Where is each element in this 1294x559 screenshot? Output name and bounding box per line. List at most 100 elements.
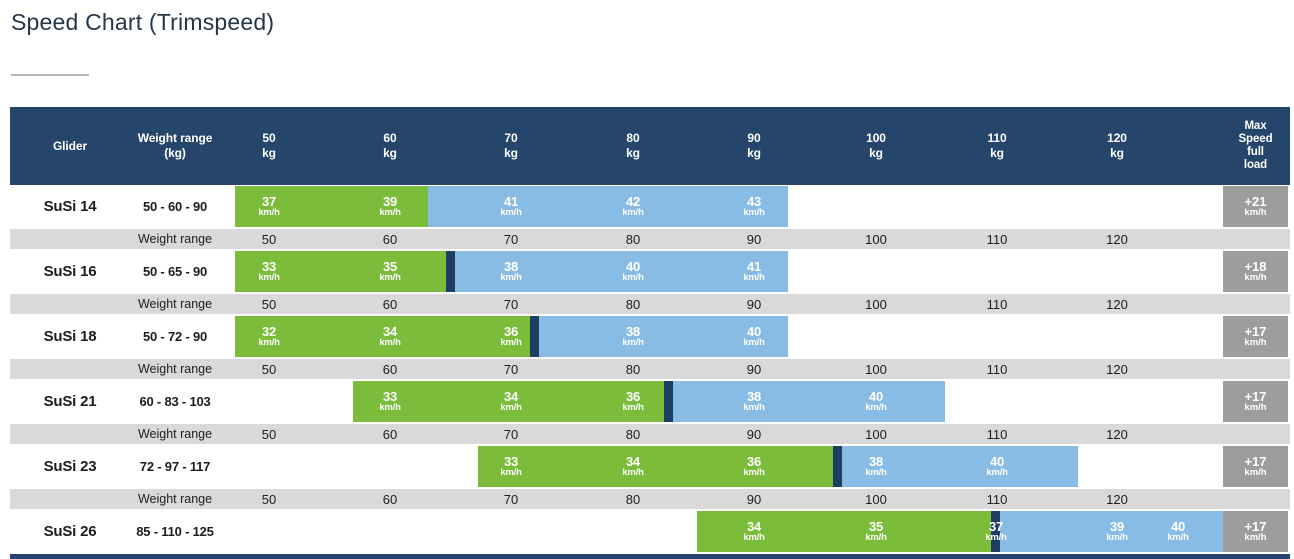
speed-label: 32 km/h	[229, 316, 309, 357]
trim-bar-blue	[428, 186, 788, 227]
weight-scale-label: Weight range	[137, 492, 213, 506]
weight-scale-value-90: 90	[746, 491, 762, 507]
header-weight-col-90: 90 kg	[747, 131, 761, 160]
speed-label-value: 33	[261, 259, 277, 274]
speed-label-unit: km/h	[1106, 532, 1128, 543]
speed-label-unit: km/h	[500, 207, 522, 218]
speed-table: Glider Weight range (kg) 50 kg 60 kg 70 kg 80…	[10, 107, 1290, 559]
header-weight-col-50: 50 kg	[262, 131, 276, 160]
speed-label-unit: km/h	[622, 467, 644, 478]
weight-scale-value-80: 80	[625, 361, 641, 377]
weight-range-value: 50 - 72 - 90	[142, 329, 208, 344]
header-weight-range: Weight range (kg)	[137, 131, 213, 160]
speed-label: 40 km/h	[957, 446, 1037, 487]
glider-name: SuSi 21	[43, 393, 97, 410]
max-speed-unit: km/h	[1244, 402, 1267, 413]
header-weight-col-60: 60 kg	[383, 131, 397, 160]
weight-scale-value-100: 100	[865, 426, 887, 442]
speed-label: 39 km/h	[1077, 511, 1157, 552]
speed-label: 38 km/h	[714, 381, 794, 422]
speed-label-unit: km/h	[1167, 532, 1189, 543]
weight-scale-value-50: 50	[261, 361, 277, 377]
trim-bar-blue	[1000, 511, 1223, 552]
weight-scale-value-70: 70	[503, 491, 519, 507]
weight-scale-row: Weight range 50 60 70 80 90 100 110 120	[10, 359, 1290, 379]
speed-label: 37 km/h	[956, 511, 1036, 552]
weight-scale-value-100: 100	[865, 491, 887, 507]
speed-label: 38 km/h	[593, 316, 673, 357]
weight-scale-value-120: 120	[1106, 296, 1128, 312]
glider-row-susi-16: SuSi 16 50 - 65 - 90 33 km/h 35 km/h 38 km/h 40 k…	[10, 251, 1290, 292]
weight-scale-value-80: 80	[625, 426, 641, 442]
max-speed-cell: +17 km/h	[1223, 381, 1288, 422]
weight-scale-value-110: 110	[986, 361, 1008, 377]
page-title: Speed Chart (Trimspeed)	[11, 9, 275, 35]
speed-label: 41 km/h	[714, 251, 794, 292]
glider-row-susi-18: SuSi 18 50 - 72 - 90 32 km/h 34 km/h 36 km/h 38 k…	[10, 316, 1290, 357]
trim-bar-green	[235, 251, 446, 292]
speed-label-unit: km/h	[743, 532, 765, 543]
header-glider: Glider	[52, 138, 88, 153]
glider-name: SuSi 23	[43, 458, 97, 475]
speed-label-value: 40	[625, 259, 641, 274]
weight-scale-value-90: 90	[746, 296, 762, 312]
weight-scale-value-120: 120	[1106, 231, 1128, 247]
weight-scale-value-90: 90	[746, 231, 762, 247]
speed-label-unit: km/h	[743, 402, 765, 413]
speed-label: 38 km/h	[471, 251, 551, 292]
max-speed-value: +17	[1244, 389, 1267, 404]
speed-label-unit: km/h	[379, 272, 401, 283]
header-max-speed: Max Speed full load	[1238, 119, 1273, 172]
weight-scale-value-50: 50	[261, 426, 277, 442]
glider-name: SuSi 16	[43, 263, 97, 280]
speed-label-unit: km/h	[986, 467, 1008, 478]
weight-scale-value-60: 60	[382, 426, 398, 442]
weight-scale-value-50: 50	[261, 296, 277, 312]
weight-scale-value-120: 120	[1106, 491, 1128, 507]
speed-label-unit: km/h	[865, 402, 887, 413]
speed-label-value: 41	[746, 259, 762, 274]
speed-label: 41 km/h	[471, 186, 551, 227]
speed-label-unit: km/h	[258, 272, 280, 283]
speed-label: 34 km/h	[714, 511, 794, 552]
speed-label-value: 41	[503, 194, 519, 209]
speed-label-unit: km/h	[743, 467, 765, 478]
speed-label: 40 km/h	[1138, 511, 1218, 552]
weight-scale-value-110: 110	[986, 426, 1008, 442]
speed-label-value: 35	[382, 259, 398, 274]
weight-scale-row: Weight range 50 60 70 80 90 100 110 120	[10, 294, 1290, 314]
speed-label-value: 38	[625, 324, 641, 339]
trim-bar-green	[235, 186, 428, 227]
table-header: Glider Weight range (kg) 50 kg 60 kg 70 kg 80…	[10, 107, 1290, 185]
speed-label-value: 37	[988, 519, 1004, 534]
speed-label: 35 km/h	[836, 511, 916, 552]
glider-row-susi-23: SuSi 23 72 - 97 - 117 33 km/h 34 km/h 36 km/h 38…	[10, 446, 1290, 487]
trim-weight-divider	[530, 316, 539, 357]
weight-scale-row: Weight range 50 60 70 80 90 100 110 120	[10, 229, 1290, 249]
max-speed-value: +17	[1244, 519, 1267, 534]
speed-label-value: 35	[868, 519, 884, 534]
weight-range-value: 72 - 97 - 117	[139, 459, 211, 474]
weight-scale-label: Weight range	[137, 362, 213, 376]
header-weight-col-80: 80 kg	[626, 131, 640, 160]
max-speed-unit: km/h	[1244, 337, 1267, 348]
weight-scale-value-60: 60	[382, 361, 398, 377]
max-speed-unit: km/h	[1244, 272, 1267, 283]
glider-name: SuSi 14	[43, 198, 97, 215]
speed-label-unit: km/h	[500, 467, 522, 478]
speed-label-value: 40	[1170, 519, 1186, 534]
speed-label-unit: km/h	[743, 207, 765, 218]
trim-bar-green	[235, 316, 530, 357]
speed-label-unit: km/h	[379, 337, 401, 348]
weight-scale-value-60: 60	[382, 231, 398, 247]
speed-label: 36 km/h	[593, 381, 673, 422]
trim-bar-green	[353, 381, 664, 422]
header-weight-col-110: 110 kg	[987, 131, 1007, 160]
weight-scale-value-100: 100	[865, 231, 887, 247]
speed-label-unit: km/h	[865, 467, 887, 478]
speed-label-value: 36	[625, 389, 641, 404]
trim-weight-divider	[664, 381, 673, 422]
weight-scale-value-110: 110	[986, 231, 1008, 247]
max-speed-value: +17	[1244, 454, 1267, 469]
trim-bar-blue	[455, 251, 788, 292]
